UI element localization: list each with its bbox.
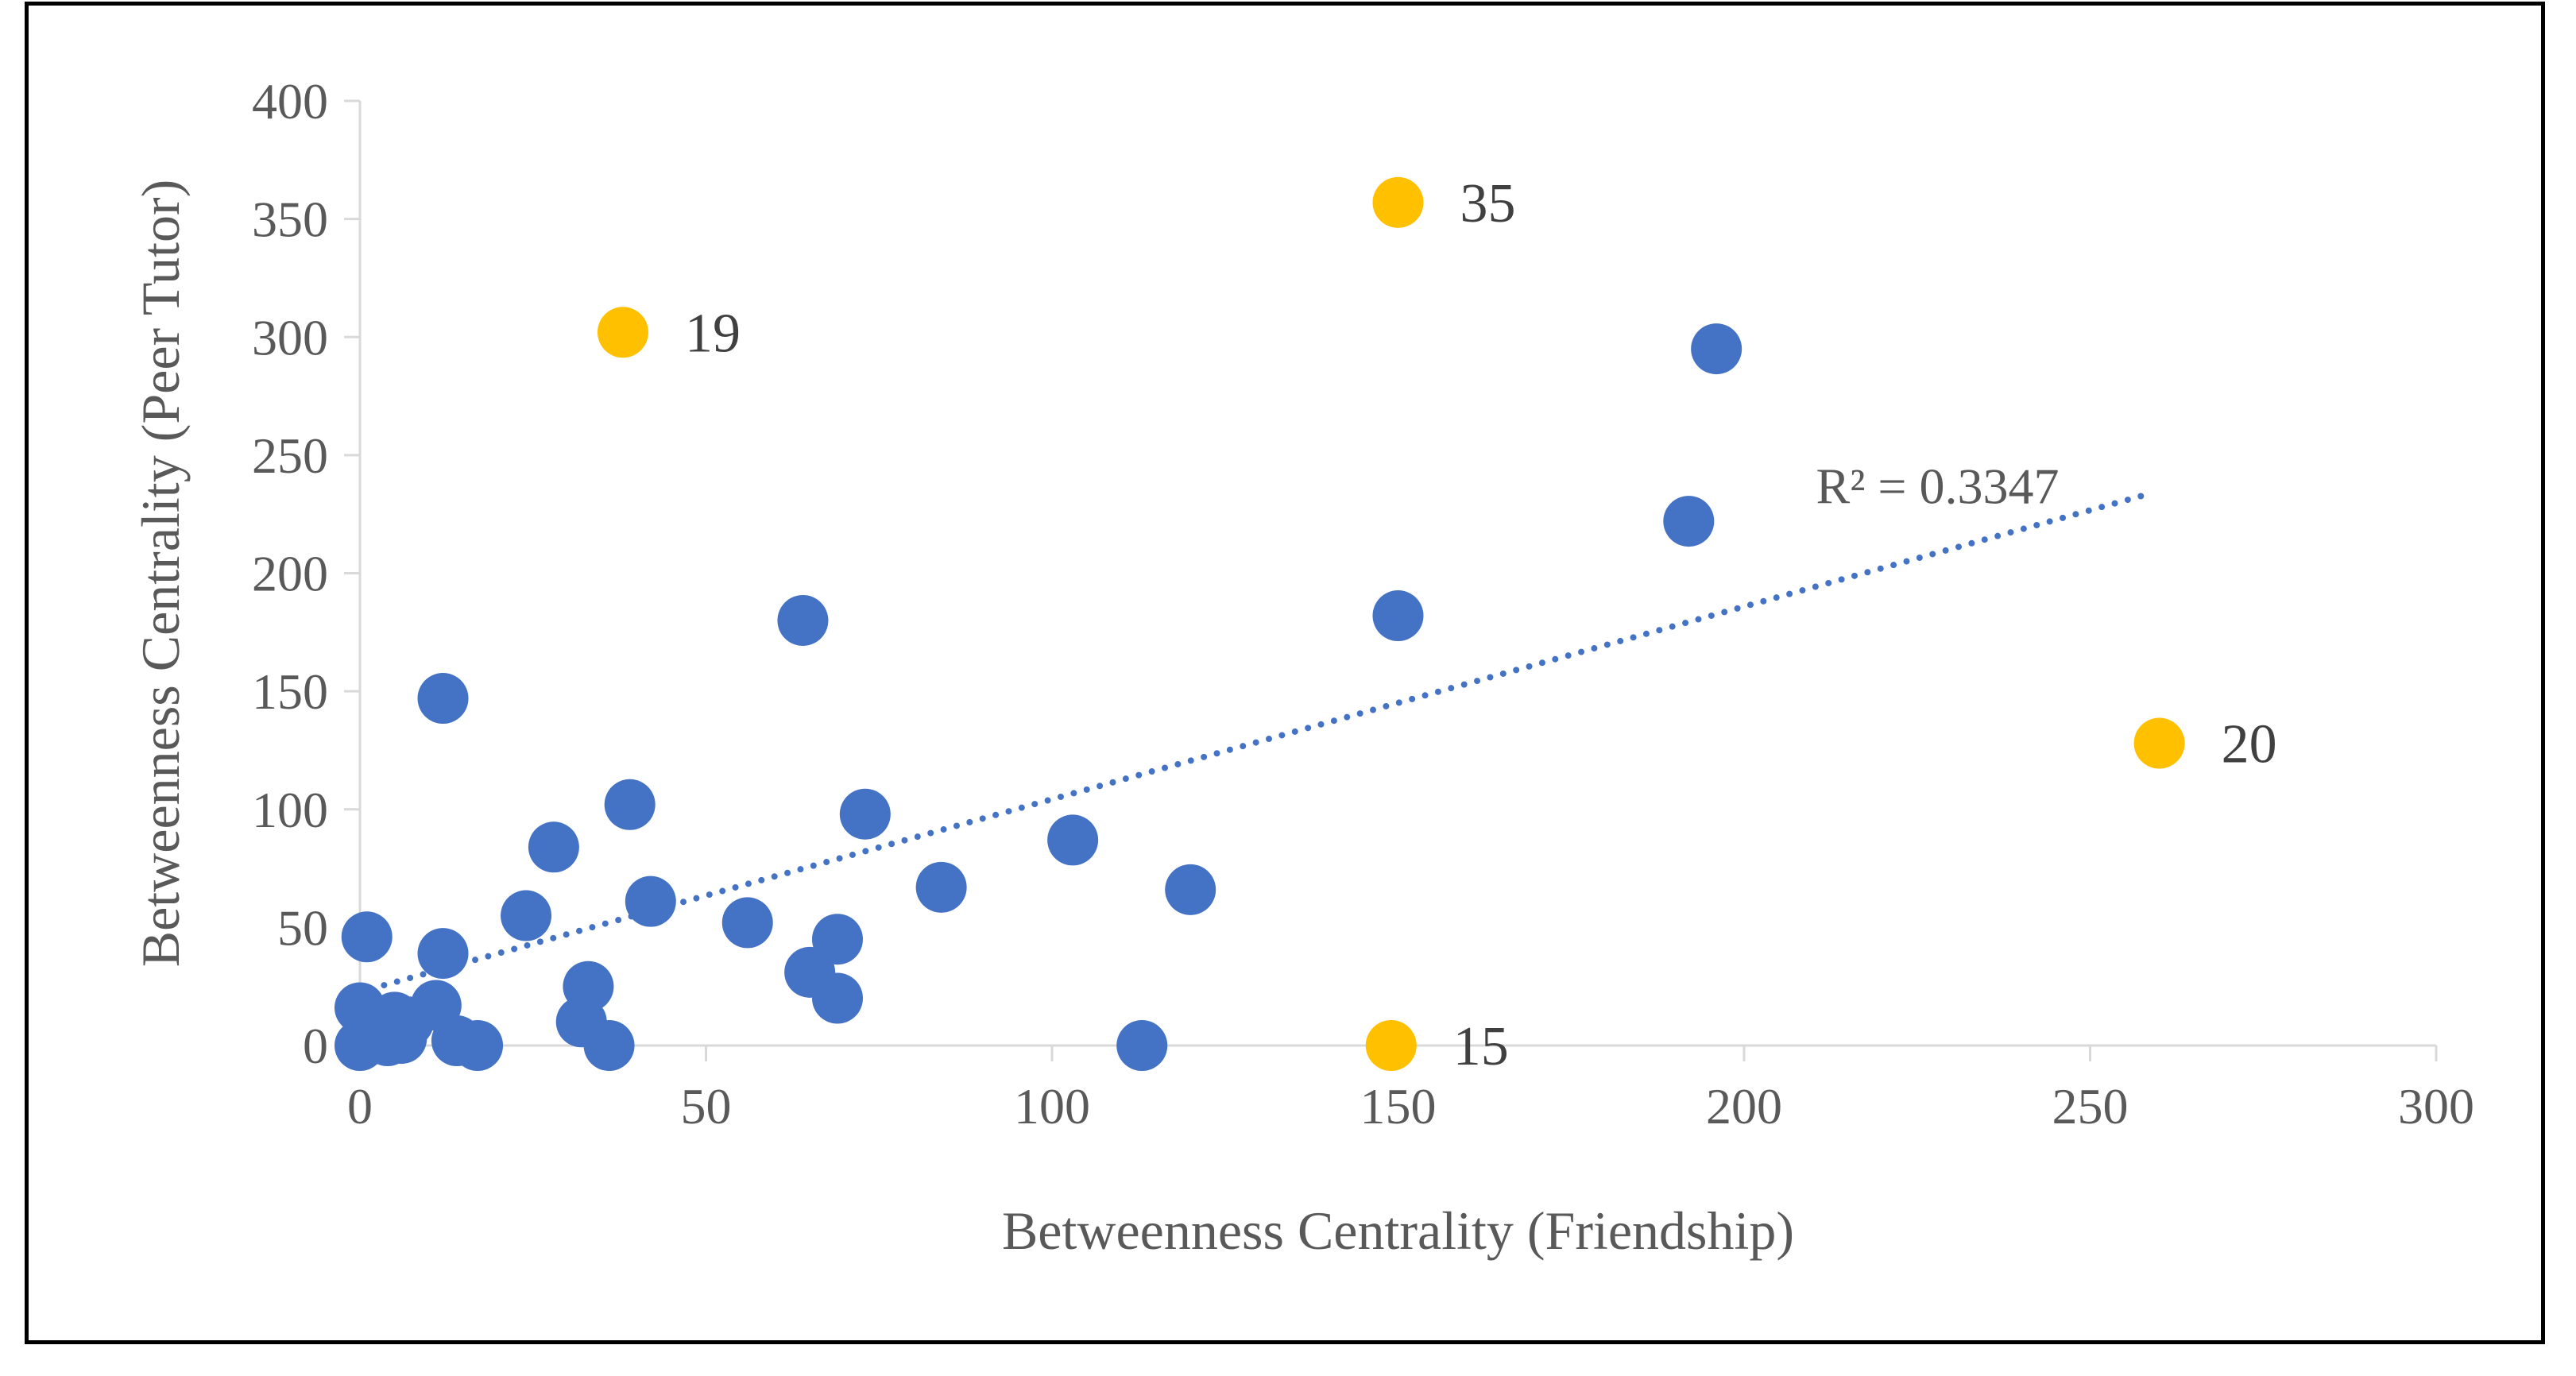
data-point bbox=[625, 875, 676, 927]
data-point bbox=[1691, 323, 1742, 375]
chart-frame bbox=[25, 2, 2545, 1344]
y-tick-label: 200 bbox=[252, 546, 328, 602]
data-point bbox=[417, 928, 469, 980]
y-tick-label: 400 bbox=[252, 73, 328, 129]
data-point bbox=[452, 1020, 504, 1071]
point-labels: 19 35 15 20 bbox=[685, 173, 2277, 1077]
point-label: 19 bbox=[685, 303, 741, 364]
axes: 0 50 100 150 200 250 300 350 400 0 50 100 150 200 250 3… bbox=[252, 73, 2474, 1134]
y-tick-label: 100 bbox=[252, 782, 328, 838]
data-point bbox=[501, 890, 552, 941]
x-tick-label: 0 bbox=[347, 1078, 373, 1134]
y-axis-title: Betweenness Centrality (Peer Tutor) bbox=[130, 180, 191, 968]
r-squared-label: R² = 0.3347 bbox=[1816, 458, 2060, 514]
data-point bbox=[839, 788, 891, 840]
data-point bbox=[1116, 1020, 1168, 1071]
data-point bbox=[721, 897, 773, 949]
data-point bbox=[417, 673, 469, 725]
x-tick-label: 100 bbox=[1014, 1078, 1090, 1134]
data-point bbox=[583, 1020, 635, 1071]
y-tick-label: 0 bbox=[303, 1018, 328, 1074]
x-tick-label: 250 bbox=[2052, 1078, 2129, 1134]
y-tick-label: 300 bbox=[252, 309, 328, 365]
data-point bbox=[777, 594, 829, 646]
x-tick-label: 300 bbox=[2398, 1078, 2474, 1134]
point-label: 15 bbox=[1453, 1016, 1509, 1077]
point-label: 35 bbox=[1460, 173, 1516, 234]
data-point bbox=[1663, 496, 1715, 547]
data-point bbox=[528, 821, 579, 873]
x-tick-label: 150 bbox=[1360, 1078, 1437, 1134]
y-tick-label: 250 bbox=[252, 427, 328, 484]
point-label: 20 bbox=[2222, 714, 2277, 775]
data-point bbox=[341, 911, 393, 963]
highlighted-point bbox=[1372, 176, 1424, 228]
highlighted-point bbox=[2133, 717, 2185, 769]
highlighted-point bbox=[1365, 1020, 1417, 1071]
x-axis-title: Betweenness Centrality (Friendship) bbox=[1002, 1200, 1794, 1261]
data-point bbox=[811, 972, 863, 1024]
y-tick-label: 150 bbox=[252, 663, 328, 720]
y-tick-label: 350 bbox=[252, 191, 328, 248]
data-point bbox=[915, 861, 967, 913]
data-point bbox=[811, 914, 863, 965]
data-point bbox=[1047, 814, 1099, 866]
x-tick-label: 50 bbox=[681, 1078, 732, 1134]
highlighted-point bbox=[597, 307, 648, 358]
data-point bbox=[563, 960, 614, 1012]
data-point bbox=[604, 779, 656, 830]
y-tick-label: 50 bbox=[277, 899, 328, 956]
data-point bbox=[1372, 590, 1424, 642]
data-points bbox=[335, 176, 2185, 1071]
x-tick-label: 200 bbox=[1706, 1078, 1782, 1134]
data-point bbox=[1165, 864, 1216, 915]
